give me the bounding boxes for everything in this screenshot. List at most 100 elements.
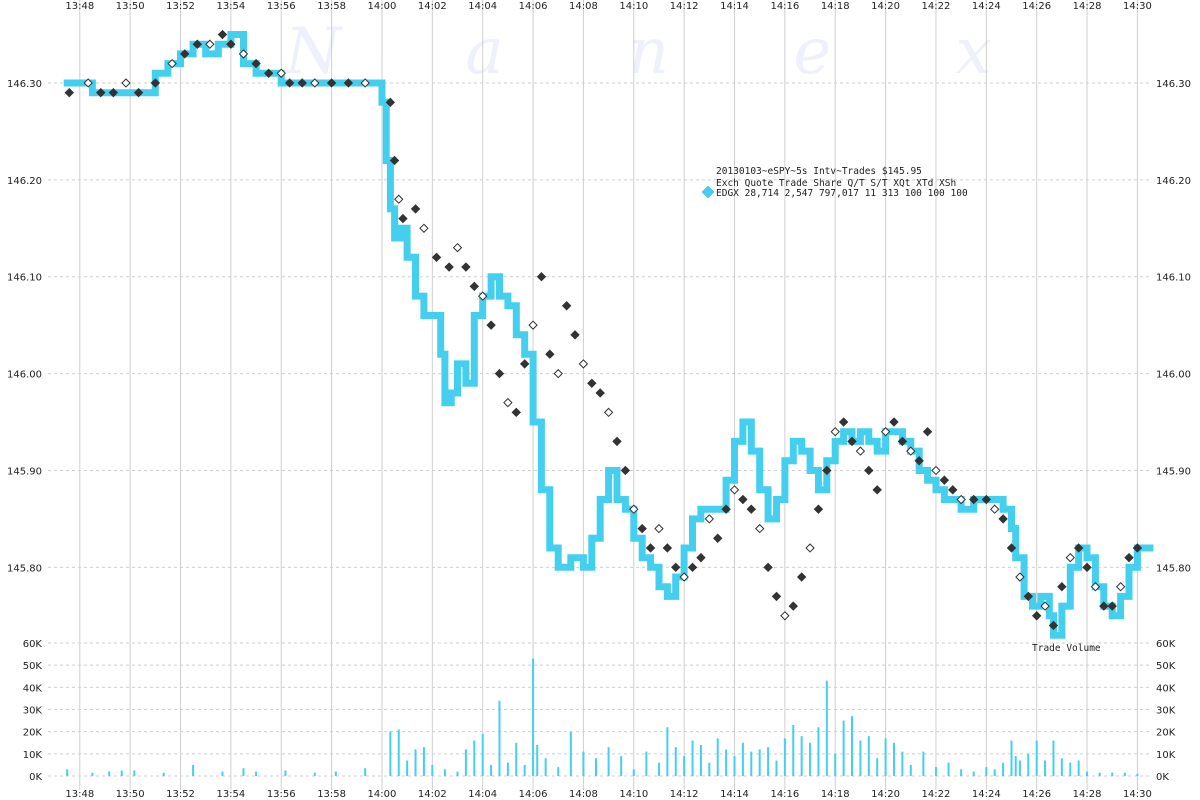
- trade-marker: [83, 78, 93, 88]
- volume-bar: [91, 772, 94, 776]
- trade-marker: [721, 504, 731, 514]
- volume-bar: [1002, 762, 1005, 776]
- volume-bar: [792, 725, 795, 776]
- volume-bar: [473, 740, 476, 776]
- trade-marker: [343, 78, 354, 88]
- volume-bar: [993, 769, 996, 776]
- x-tick-label-bottom: 14:06: [519, 789, 548, 800]
- volume-bar: [825, 680, 828, 776]
- trade-marker: [511, 407, 521, 418]
- volume-bar: [674, 747, 677, 776]
- x-tick-label-top: 14:28: [1073, 1, 1102, 12]
- trade-marker: [96, 87, 106, 98]
- trade-marker: [297, 78, 307, 88]
- volume-bar: [532, 658, 535, 776]
- volume-label: Trade Volume: [1032, 643, 1101, 654]
- volume-bar: [162, 772, 165, 776]
- exchange-marker: [701, 185, 715, 199]
- trade-marker: [360, 78, 370, 88]
- x-tick-label-bottom: 13:48: [65, 789, 94, 800]
- trade-marker: [805, 543, 815, 553]
- trade-marker: [108, 87, 119, 98]
- trade-marker: [897, 436, 908, 447]
- volume-bar: [515, 742, 518, 776]
- volume-bar: [909, 764, 912, 776]
- y-tick-label-left: 146.20: [7, 176, 42, 187]
- x-tick-label-bottom: 14:12: [670, 789, 699, 800]
- x-tick-label-bottom: 14:28: [1073, 789, 1102, 800]
- volume-bars: [66, 658, 1139, 776]
- volume-bar: [481, 733, 484, 776]
- volume-tick-label-right: 40K: [1156, 683, 1176, 694]
- volume-bar: [389, 731, 392, 776]
- trade-marker: [822, 465, 832, 476]
- trade-marker: [645, 543, 656, 553]
- x-tick-label-top: 14:12: [670, 1, 699, 12]
- x-tick-label-top: 13:58: [317, 1, 346, 12]
- quote-series: [63, 31, 1154, 639]
- trade-marker: [738, 494, 748, 505]
- x-tick-label-bottom: 14:04: [468, 789, 497, 800]
- trade-marker: [939, 475, 950, 485]
- trade-marker: [771, 591, 782, 602]
- volume-tick-label-left: 50K: [23, 661, 43, 672]
- volume-bar: [221, 771, 224, 776]
- volume-bar: [1010, 740, 1013, 776]
- trade-marker: [431, 252, 442, 263]
- trade-marker: [998, 514, 1008, 524]
- trade-marker: [545, 349, 555, 359]
- y-tick-label-right: 145.80: [1156, 563, 1191, 574]
- volume-bar: [741, 742, 744, 776]
- trade-marker: [385, 97, 396, 108]
- volume-bar: [620, 756, 623, 776]
- trade-marker: [629, 504, 639, 514]
- trade-marker: [192, 39, 203, 49]
- trade-marker: [990, 504, 1000, 514]
- x-tick-label-bottom: 13:50: [116, 789, 145, 800]
- volume-bar: [133, 770, 136, 776]
- trade-marker: [889, 417, 899, 427]
- volume-tick-label-right: 60K: [1156, 639, 1176, 650]
- volume-bar: [1123, 772, 1126, 776]
- volume-bar: [783, 738, 786, 776]
- volume-bar: [414, 749, 417, 776]
- volume-tick-label-right: 10K: [1156, 750, 1176, 761]
- trade-marker: [1124, 552, 1134, 563]
- trade-marker: [578, 359, 589, 369]
- volume-tick-label-left: 20K: [23, 728, 43, 739]
- info-row: EDGX 28,714 2,547 797,017 11 313 100 100…: [716, 188, 968, 199]
- trade-marker: [612, 436, 622, 447]
- volume-bar: [867, 736, 870, 776]
- volume-bar: [406, 760, 409, 776]
- y-tick-label-left: 146.10: [7, 273, 42, 284]
- trade-marker: [276, 68, 286, 78]
- trade-marker: [150, 78, 161, 88]
- volume-tick-label-right: 50K: [1156, 661, 1176, 672]
- volume-bar: [464, 749, 467, 776]
- trade-marker: [217, 29, 228, 40]
- info-header: Exch Quote Trade Share Q/T S/T XQt XTd X…: [716, 178, 956, 189]
- y-tick-label-left: 145.90: [7, 466, 42, 477]
- volume-bar: [313, 772, 316, 776]
- volume-bar: [364, 768, 367, 776]
- y-tick-label-left: 146.30: [7, 79, 42, 90]
- volume-bar: [506, 762, 509, 776]
- x-tick-label-bottom: 14:08: [569, 789, 598, 800]
- trade-marker: [205, 39, 215, 49]
- volume-bar: [242, 768, 245, 776]
- trade-marker: [763, 562, 773, 573]
- volume-bar: [851, 716, 854, 776]
- volume-bar: [834, 753, 837, 776]
- trade-marker: [284, 78, 295, 88]
- volume-bar: [1027, 753, 1030, 776]
- volume-bar: [569, 731, 572, 776]
- volume-tick-label-left: 30K: [23, 706, 43, 717]
- trade-marker: [64, 87, 75, 98]
- volume-bar: [523, 764, 526, 776]
- trade-marker: [1132, 543, 1143, 553]
- trade-marker: [696, 552, 706, 563]
- trade-marker: [326, 78, 337, 88]
- y-tick-label-right: 146.00: [1156, 370, 1191, 381]
- trade-marker: [595, 388, 605, 398]
